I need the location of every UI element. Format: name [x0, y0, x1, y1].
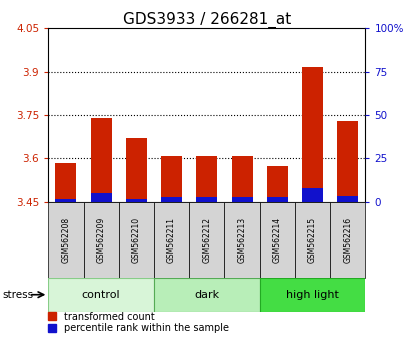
Bar — [196, 198, 218, 202]
Bar — [330, 202, 365, 278]
Text: GSM562208: GSM562208 — [61, 217, 71, 263]
Bar — [161, 196, 182, 202]
Bar — [231, 155, 253, 202]
Bar — [224, 202, 260, 278]
Bar — [231, 196, 253, 202]
Bar — [84, 202, 119, 278]
Bar — [161, 155, 182, 202]
Bar — [154, 278, 260, 312]
Text: GSM562214: GSM562214 — [273, 217, 282, 263]
Bar — [91, 118, 112, 202]
Bar — [154, 202, 189, 278]
Bar — [55, 199, 76, 202]
Bar — [119, 202, 154, 278]
Bar — [48, 202, 84, 278]
Bar — [302, 188, 323, 202]
Bar — [126, 199, 147, 202]
Bar — [267, 166, 288, 202]
Bar — [260, 202, 295, 278]
Text: GSM562213: GSM562213 — [238, 217, 247, 263]
Bar — [189, 202, 224, 278]
Text: stress: stress — [2, 290, 33, 300]
Bar — [337, 121, 358, 202]
Legend: transformed count, percentile rank within the sample: transformed count, percentile rank withi… — [48, 312, 229, 333]
Bar — [91, 193, 112, 202]
Bar — [48, 278, 154, 312]
Text: GSM562210: GSM562210 — [132, 217, 141, 263]
Text: GSM562211: GSM562211 — [167, 217, 176, 263]
Bar — [55, 163, 76, 202]
Text: GSM562216: GSM562216 — [343, 217, 352, 263]
Text: high light: high light — [286, 290, 339, 300]
Text: dark: dark — [194, 290, 219, 300]
Bar — [337, 196, 358, 202]
Bar — [196, 155, 218, 202]
Bar — [126, 138, 147, 202]
Text: control: control — [82, 290, 121, 300]
Bar — [302, 67, 323, 202]
Text: GSM562209: GSM562209 — [97, 217, 106, 263]
Title: GDS3933 / 266281_at: GDS3933 / 266281_at — [123, 12, 291, 28]
Bar — [267, 198, 288, 202]
Bar — [260, 278, 365, 312]
Text: GSM562215: GSM562215 — [308, 217, 317, 263]
Bar — [295, 202, 330, 278]
Text: GSM562212: GSM562212 — [202, 217, 211, 263]
